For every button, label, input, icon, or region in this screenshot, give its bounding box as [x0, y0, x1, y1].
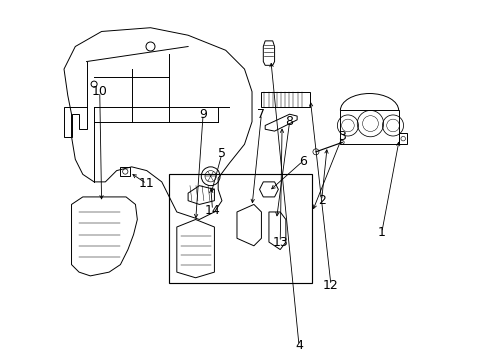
Text: 6: 6 — [298, 155, 306, 168]
Text: 10: 10 — [92, 85, 107, 98]
Text: 12: 12 — [323, 279, 338, 292]
Bar — [399, 133, 406, 144]
Text: 14: 14 — [204, 204, 220, 217]
Text: 8: 8 — [285, 115, 293, 128]
Text: 3: 3 — [338, 130, 346, 143]
Bar — [340, 111, 398, 144]
Bar — [261, 92, 310, 107]
Text: 7: 7 — [257, 108, 265, 121]
Text: 5: 5 — [218, 147, 225, 160]
Text: 9: 9 — [199, 108, 206, 121]
Text: 1: 1 — [377, 226, 385, 239]
Bar — [120, 167, 129, 176]
Text: 11: 11 — [139, 177, 154, 190]
Text: 13: 13 — [272, 235, 287, 248]
Text: 2: 2 — [317, 194, 325, 207]
Text: 4: 4 — [294, 339, 303, 352]
Bar — [169, 174, 311, 283]
